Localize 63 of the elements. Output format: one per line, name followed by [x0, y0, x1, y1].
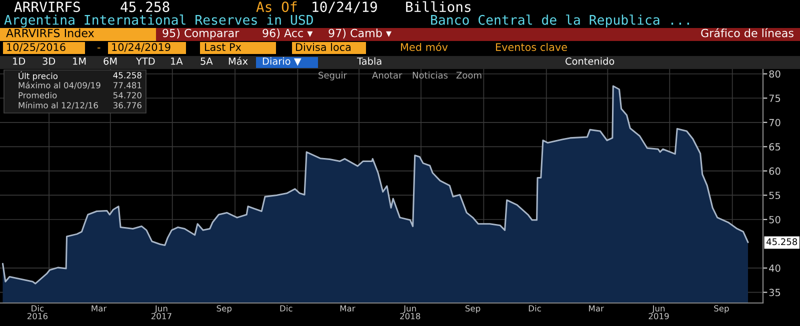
x-tick-label: Mar [340, 305, 356, 312]
text: Eventos clave [496, 42, 567, 52]
annotation: Seguir [318, 72, 347, 80]
y-tick-label: 50 [769, 216, 780, 224]
annotation: Noticias [412, 72, 448, 79]
annotation: 45.258 [113, 72, 142, 78]
text: 6M [104, 57, 117, 65]
y-tick-label: 80 [769, 70, 780, 78]
y-tick-label: 55 [769, 192, 780, 200]
text: As Of [256, 1, 297, 12]
text: ARRVIRFS Index [6, 28, 94, 38]
y-tick-label: 75 [769, 94, 780, 102]
chart-subtitle: Banco Central de la Republica ... [431, 14, 689, 28]
annotation: Anotar [372, 72, 402, 79]
text: Divisa loca [296, 42, 351, 52]
y-tick-label: 35 [769, 288, 780, 296]
text: ARRVIRFS [14, 2, 80, 12]
y-tick-label: 60 [769, 167, 780, 175]
text: Billions [406, 1, 471, 12]
annotation: 77.481 [114, 82, 142, 88]
x-tick-label: Jun 2019 [648, 305, 669, 320]
text: Gráfico de líneas [701, 28, 794, 38]
annotation: 36.776 [113, 102, 142, 108]
text: 3D [42, 57, 56, 65]
x-tick-label: Jun 2018 [400, 305, 420, 320]
y-tick-label: 70 [769, 118, 780, 126]
text: 1M [73, 58, 86, 65]
x-tick-label: Sep [465, 305, 480, 314]
x-tick-label: Dic 2016 [27, 305, 48, 320]
text: 95) Comparar [162, 28, 240, 40]
x-tick-label: Dic [280, 305, 292, 312]
text: 1D [13, 58, 26, 65]
text: 96) Acc ▾ [262, 28, 313, 39]
y-tick-label: 40 [769, 264, 780, 272]
text: Tabla [356, 57, 382, 65]
annotation: 54.720 [113, 92, 142, 98]
text: 45.258 [120, 2, 170, 12]
text: 10/25/2016 [7, 43, 66, 52]
annotation: 45.258 [766, 238, 798, 246]
annotation: Promedio [18, 92, 57, 98]
text: Last Px [205, 43, 242, 52]
text: Máx [228, 56, 248, 65]
text: 10/24/2019 [112, 43, 170, 52]
annotation: Mínimo al 12/12/16 [18, 102, 98, 110]
text: Diario ▼ [262, 57, 302, 66]
x-tick-label: Sep [714, 305, 729, 314]
text: Contenido [566, 57, 614, 65]
text: 10/24/19 [312, 2, 377, 14]
y-tick-label: 65 [769, 143, 780, 151]
annotation: Zoom [456, 72, 482, 79]
x-tick-label: Dic [528, 305, 541, 312]
annotation: Últ precio [18, 71, 58, 81]
text: 5A [200, 58, 213, 65]
x-tick-label: Mar [589, 305, 604, 312]
text: YTD [136, 58, 155, 65]
text: Med móv [401, 42, 448, 52]
x-tick-label: Jun 2017 [151, 305, 172, 320]
text: 1A [171, 58, 183, 65]
text: 97) Camb ▾ [328, 28, 392, 39]
x-tick-label: Mar [92, 305, 107, 312]
annotation: Máximo al 04/09/19 [18, 82, 100, 90]
x-tick-label: Sep [216, 305, 232, 314]
chart-title: Argentina International Reserves in USD [4, 14, 313, 28]
